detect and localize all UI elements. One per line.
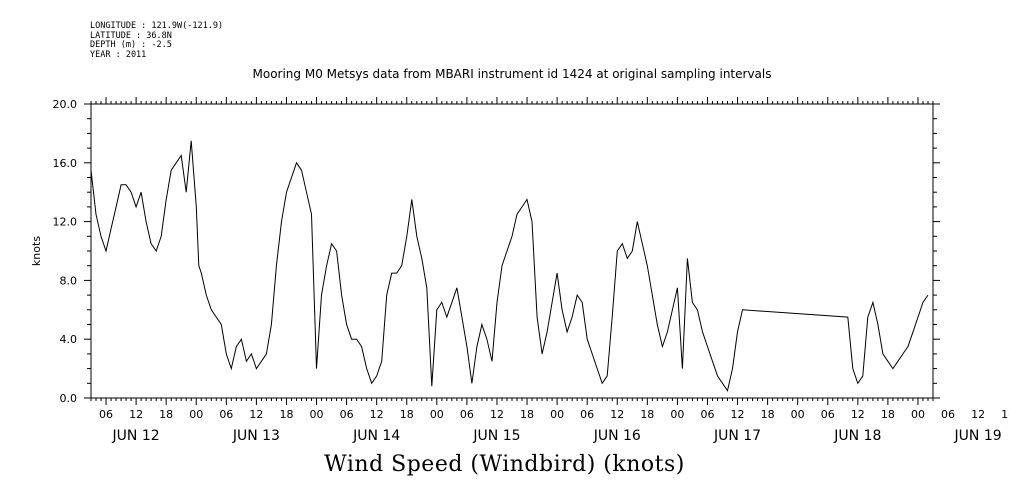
day-label: JUN 18 [833,428,881,444]
x-tick-label: 06 [460,408,474,421]
x-tick-label: 06 [821,408,835,421]
x-tick-label: 12 [129,408,143,421]
depth-text: DEPTH (m) : -2.5 [90,40,172,51]
x-tick-label: 12 [971,408,985,421]
y-tick-label: 16.0 [53,157,78,170]
x-tick-label: 00 [430,408,444,421]
plot-frame [90,103,934,399]
latitude-text: LATITUDE : 36.8N [90,30,172,41]
mooring-metadata: LONGITUDE : 121.9W(-121.9) LATITUDE : 36… [90,21,224,60]
x-tick-label: 12 [249,408,263,421]
chart-title: Mooring M0 Metsys data from MBARI instru… [252,67,772,81]
y-axis-label: knots [30,236,43,266]
x-tick-label: 00 [550,408,564,421]
day-label: JUN 15 [472,428,520,444]
longitude-text: LONGITUDE : 121.9W(-121.9) [90,21,224,31]
y-tick-label: 0.0 [60,392,78,405]
x-tick-label: 06 [219,408,233,421]
x-tick-label: 18 [159,408,173,421]
x-tick-label: 18 [279,408,293,421]
x-tick-label: 00 [911,408,925,421]
day-label: JUN 13 [232,428,280,444]
x-tick-label: 12 [370,408,384,421]
y-tick-label: 20.0 [53,98,78,111]
x-tick-label: 06 [700,408,714,421]
x-axis-title: Wind Speed (Windbird) (knots) [324,452,685,477]
x-tick-label: 12 [490,408,504,421]
x-tick-label: 12 [610,408,624,421]
x-tick-label: 00 [310,408,324,421]
x-tick-label: 06 [340,408,354,421]
x-tick-label: 18 [520,408,534,421]
x-tick-label: 18 [400,408,414,421]
x-tick-label: 06 [99,408,113,421]
x-tick-label: 00 [670,408,684,421]
year-text: YEAR : 2011 [90,49,147,60]
day-label: JUN 12 [112,428,160,444]
y-tick-label: 12.0 [53,216,78,229]
x-tick-label: 18 [761,408,775,421]
day-label: JUN 14 [352,428,400,444]
wind-speed-line [90,140,929,392]
x-tick-label: 12 [851,408,865,421]
x-tick-label: 00 [791,408,805,421]
day-label: JUN 17 [713,428,761,444]
x-tick-label: 06 [941,408,955,421]
y-tick-label: 8.0 [60,274,78,287]
day-label: JUN 19 [954,428,1002,444]
day-label: JUN 16 [593,428,641,444]
y-tick-label: 4.0 [60,333,78,346]
x-tick-label: 18 [881,408,895,421]
x-tick-label: 18 [640,408,654,421]
x-tick-label: 18 [1001,408,1009,421]
x-tick-label: 12 [731,408,745,421]
x-tick-label: 00 [189,408,203,421]
x-tick-label: 06 [580,408,594,421]
